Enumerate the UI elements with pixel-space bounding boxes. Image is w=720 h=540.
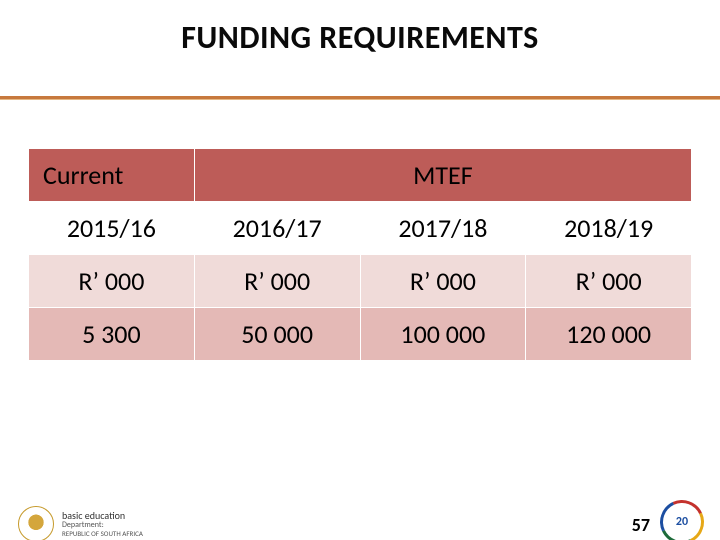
year-cell: 2018/19 xyxy=(526,202,692,255)
department-label: basic education Department: REPUBLIC OF … xyxy=(62,510,143,537)
table-unit-row: R’ 000 R’ 000 R’ 000 R’ 000 xyxy=(29,255,692,308)
year-cell: 2017/18 xyxy=(360,202,526,255)
coat-of-arms-icon xyxy=(18,506,54,540)
header-current: Current xyxy=(29,149,195,202)
title-underline xyxy=(0,96,720,99)
slide: FUNDING REQUIREMENTS Current MTEF 2015/1… xyxy=(0,18,720,540)
unit-cell: R’ 000 xyxy=(29,255,195,308)
table-years-row: 2015/16 2016/17 2017/18 2018/19 xyxy=(29,202,692,255)
header-mtef: MTEF xyxy=(194,149,691,202)
unit-cell: R’ 000 xyxy=(526,255,692,308)
page-number: 57 xyxy=(632,514,650,536)
year-cell: 2016/17 xyxy=(194,202,360,255)
unit-cell: R’ 000 xyxy=(360,255,526,308)
anniversary-number: 20 xyxy=(660,500,704,540)
page-title: FUNDING REQUIREMENTS xyxy=(0,18,720,57)
year-cell: 2015/16 xyxy=(29,202,195,255)
value-cell: 50 000 xyxy=(194,308,360,361)
funding-table: Current MTEF 2015/16 2016/17 2017/18 201… xyxy=(28,148,692,361)
unit-cell: R’ 000 xyxy=(194,255,360,308)
value-cell: 120 000 xyxy=(526,308,692,361)
anniversary-icon: 20 xyxy=(660,500,704,540)
table-header-row: Current MTEF xyxy=(29,149,692,202)
table-values-row: 5 300 50 000 100 000 120 000 xyxy=(29,308,692,361)
value-cell: 100 000 xyxy=(360,308,526,361)
footer-left: basic education Department: REPUBLIC OF … xyxy=(18,506,143,540)
dept-line: REPUBLIC OF SOUTH AFRICA xyxy=(62,530,143,538)
footer-right: 20 xyxy=(660,500,704,540)
value-cell: 5 300 xyxy=(29,308,195,361)
